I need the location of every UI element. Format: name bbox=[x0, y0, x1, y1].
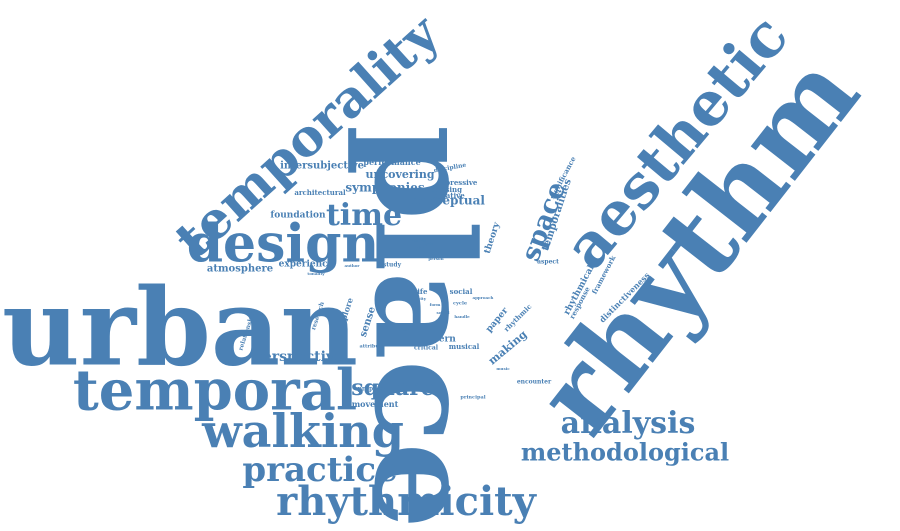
word-design: design bbox=[187, 214, 380, 275]
word-social: social bbox=[450, 287, 473, 296]
word-review: review bbox=[412, 238, 427, 243]
word-able: able bbox=[407, 295, 417, 300]
word-critical: critical bbox=[414, 345, 439, 352]
word-handle: handle bbox=[454, 314, 470, 319]
word-pattern: pattern bbox=[418, 335, 456, 345]
word-encounter: encounter bbox=[517, 379, 552, 386]
word-approach: approach bbox=[473, 295, 494, 300]
word-intersubjective: intersubjective bbox=[280, 161, 364, 172]
word-uncovering: uncovering bbox=[365, 168, 434, 181]
word-walking: walking bbox=[201, 404, 404, 458]
word-atmosphere: atmosphere bbox=[207, 264, 273, 275]
word-perspective: perspective bbox=[253, 349, 343, 365]
word-foundation: foundation bbox=[270, 211, 326, 221]
word-visual: visual bbox=[397, 327, 412, 332]
word-methodological: methodological bbox=[521, 438, 729, 467]
word-music: music bbox=[496, 366, 510, 371]
word-life: life bbox=[415, 287, 428, 296]
word-study: study bbox=[383, 262, 402, 269]
word-sensing: sensing bbox=[432, 185, 462, 194]
word-temporal: temporal bbox=[73, 358, 357, 424]
word-analysis: analysis bbox=[561, 406, 696, 441]
word-practice: practice bbox=[242, 450, 397, 490]
word-city: city bbox=[418, 296, 427, 301]
word-musical: musical bbox=[449, 342, 480, 351]
word-propose: propose bbox=[358, 386, 385, 393]
word-creative: creative bbox=[433, 191, 465, 200]
word-expressive: expressive bbox=[437, 178, 478, 187]
word-cycle: cycle bbox=[453, 301, 467, 307]
word-square: square bbox=[351, 375, 435, 401]
word-time: time bbox=[326, 198, 402, 233]
word-tonality: tonality bbox=[307, 271, 325, 276]
word-rhythmic: rhythmic bbox=[502, 302, 533, 333]
word-music: music bbox=[431, 325, 448, 331]
word-experience: experience bbox=[279, 260, 334, 270]
word-performance: performance bbox=[363, 157, 420, 167]
word-movement: movement bbox=[352, 399, 399, 409]
word-person: person bbox=[428, 256, 443, 261]
word-spatial: spatial bbox=[430, 245, 479, 260]
word-rhythmicity: rhythmicity bbox=[276, 478, 538, 525]
word-form: form bbox=[430, 302, 441, 307]
word-architectural: architectural bbox=[294, 188, 346, 197]
word-social: social bbox=[437, 310, 450, 315]
word-place: place bbox=[343, 125, 503, 529]
word-author: author bbox=[344, 263, 360, 268]
word-attribute: attribute bbox=[359, 344, 384, 350]
word-symphonies: symphonies bbox=[345, 181, 424, 195]
word-conceptual: conceptual bbox=[411, 194, 485, 208]
word-aspect: aspect bbox=[537, 259, 559, 266]
word-urban: urban bbox=[2, 266, 358, 391]
word-principal: principal bbox=[460, 395, 485, 401]
